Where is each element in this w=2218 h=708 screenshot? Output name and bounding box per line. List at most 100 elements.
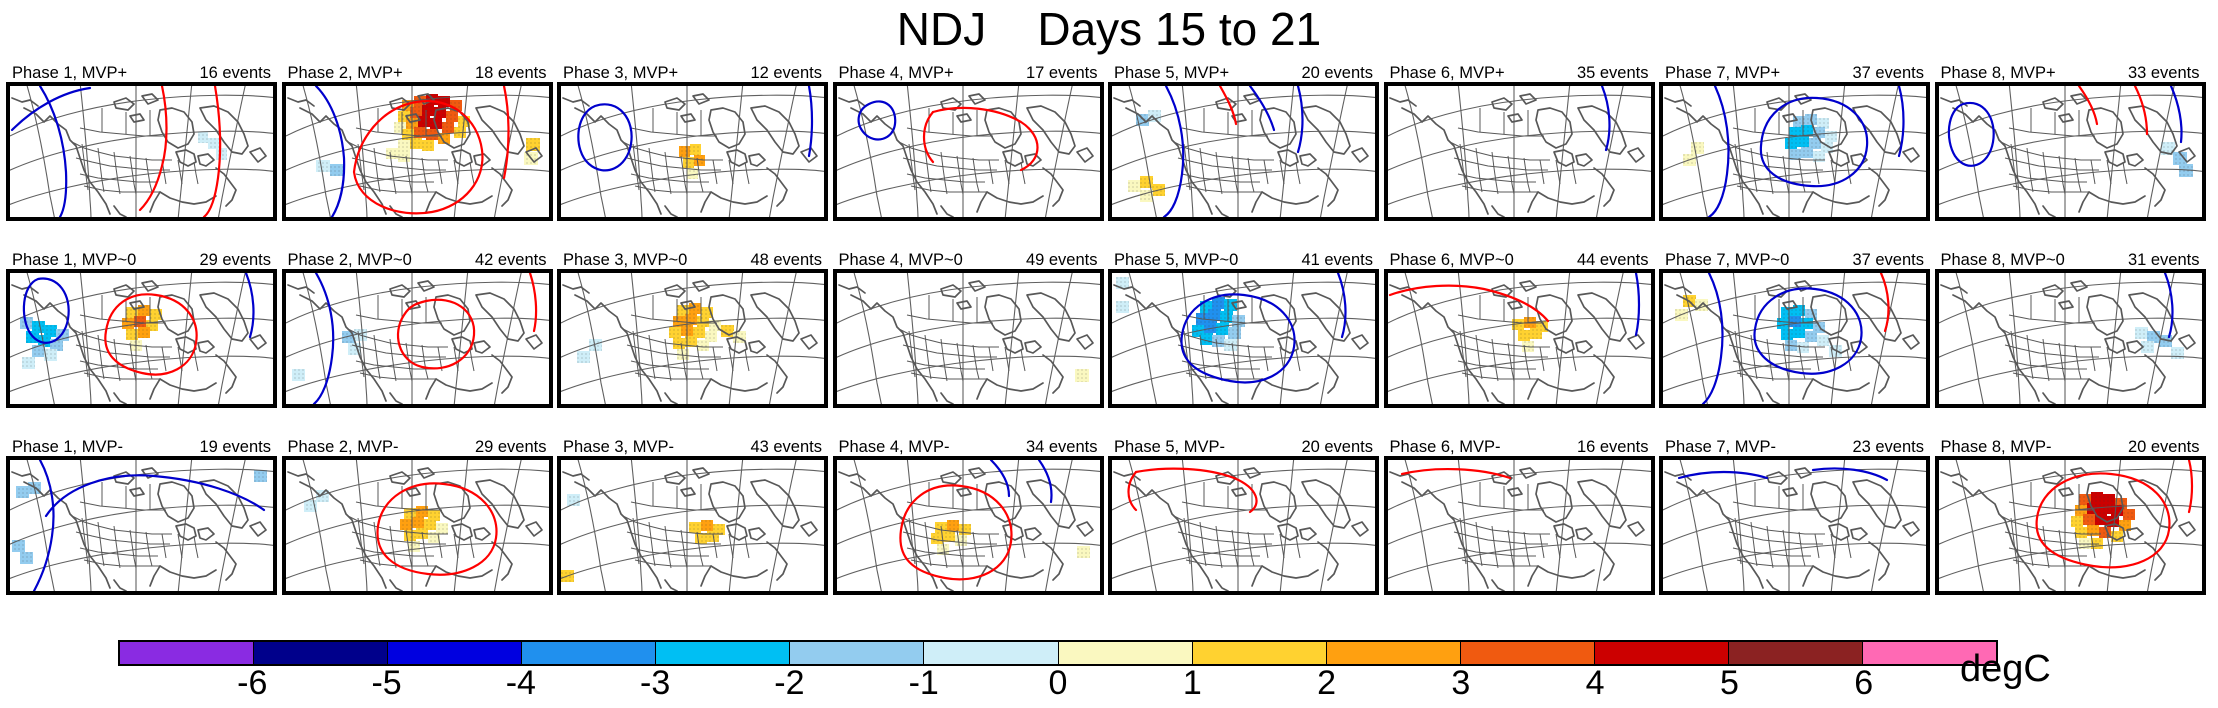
panel-event-count: 12 events — [750, 64, 822, 82]
panel-phase-label: Phase 2, MVP~0 — [287, 251, 412, 269]
map-box — [1659, 82, 1930, 221]
contour-layer — [375, 482, 498, 576]
contour-layer — [577, 86, 814, 172]
state-boundary-layer — [2000, 108, 2127, 195]
map-canvas — [1663, 273, 1926, 404]
colorbar-segment — [120, 642, 255, 664]
contour-layer — [312, 273, 537, 404]
map-panel: Phase 4, MVP- 34 events — [832, 436, 1104, 595]
coastline-layer — [1388, 93, 1645, 217]
panel-phase-label: Phase 5, MVP- — [1114, 438, 1225, 456]
map-box — [6, 82, 277, 221]
panel-event-count: 44 events — [1576, 251, 1649, 269]
anomaly-fill-layer — [20, 305, 162, 369]
coastline-layer — [1664, 280, 1920, 404]
map-box — [1934, 456, 2206, 595]
panel-header: Phase 4, MVP~0 49 events — [833, 249, 1100, 269]
state-boundary-layer — [347, 482, 474, 569]
map-box — [832, 269, 1104, 408]
map-panel: Phase 5, MVP+ 20 events — [1108, 62, 1379, 221]
panel-event-count: 42 events — [474, 251, 547, 269]
panel-phase-label: Phase 7, MVP- — [1665, 438, 1776, 456]
panel-header: Phase 3, MVP~0 48 events — [557, 249, 824, 269]
coastline-layer — [1939, 280, 2196, 404]
colorbar-tick: -6 — [237, 664, 268, 702]
panel-phase-label: Phase 4, MVP- — [838, 438, 950, 456]
panel-header: Phase 3, MVP- 43 events — [557, 436, 824, 456]
colorbar-segment — [1460, 642, 1595, 664]
map-box — [1108, 269, 1379, 408]
panel-header: Phase 1, MVP+ 16 events — [6, 62, 273, 82]
panel-header: Phase 7, MVP- 23 events — [1659, 436, 1926, 456]
coastline-layer — [1939, 93, 2196, 217]
state-boundary-layer — [1173, 108, 1301, 195]
contour-layer — [1400, 468, 1511, 480]
colorbar-tick: 3 — [1451, 664, 1471, 702]
figure-title: NDJ Days 15 to 21 — [896, 3, 1322, 55]
map-canvas — [836, 460, 1100, 591]
coastline-layer — [1388, 467, 1645, 591]
coastline-layer — [1388, 280, 1645, 404]
panel-event-count: 20 events — [1301, 438, 1373, 456]
panel-phase-label: Phase 3, MVP~0 — [563, 251, 688, 269]
contour-layer — [1388, 273, 1640, 337]
colorbar-segment — [388, 642, 523, 664]
colorbar-tick-labels: -6 -5 -4 -3 -2 -1 0 1 2 3 4 5 6 — [118, 666, 1998, 700]
panel-event-count: 34 events — [1025, 438, 1098, 456]
colorbar-segment — [790, 642, 925, 664]
panel-header: Phase 5, MVP- 20 events — [1108, 436, 1375, 456]
colorbar-segment — [656, 642, 791, 664]
state-boundary-layer — [622, 108, 750, 195]
map-panel: Phase 6, MVP+ 35 events — [1383, 62, 1655, 221]
map-box — [6, 269, 277, 408]
colorbar-container: -6 -5 -4 -3 -2 -1 0 1 2 3 4 5 6 — [118, 640, 2018, 702]
colorbar-tick: -4 — [505, 664, 536, 702]
map-canvas — [836, 86, 1100, 217]
colorbar-tick: 4 — [1585, 664, 1605, 702]
map-canvas — [1112, 460, 1375, 591]
map-canvas — [561, 86, 824, 217]
panel-header: Phase 8, MVP- 20 events — [1935, 436, 2202, 456]
map-panel: Phase 6, MVP~0 44 events — [1383, 249, 1655, 408]
map-box — [1383, 269, 1655, 408]
panel-event-count: 20 events — [2127, 438, 2200, 456]
map-panel: Phase 7, MVP- 23 events — [1659, 436, 1930, 595]
coastline-layer — [837, 280, 1094, 404]
coastline-layer — [286, 467, 543, 591]
panel-phase-label: Phase 7, MVP~0 — [1665, 251, 1790, 269]
coastline-layer — [1664, 93, 1920, 217]
coastline-layer — [11, 467, 267, 591]
coastline-layer — [1113, 467, 1369, 591]
colorbar-tick: -3 — [640, 664, 671, 702]
panel-phase-label: Phase 1, MVP~0 — [12, 251, 137, 269]
panel-event-count: 29 events — [199, 251, 271, 269]
map-panel: Phase 7, MVP+ 37 events — [1659, 62, 1930, 221]
panel-phase-label: Phase 2, MVP+ — [287, 64, 403, 82]
coastline-layer — [1113, 93, 1369, 217]
map-canvas — [10, 273, 273, 404]
map-canvas — [1387, 86, 1651, 217]
panel-phase-label: Phase 6, MVP+ — [1389, 64, 1505, 82]
map-canvas — [1938, 460, 2202, 591]
colorbar-segment — [522, 642, 657, 664]
panel-event-count: 49 events — [1025, 251, 1098, 269]
map-box — [281, 82, 553, 221]
coastline-layer — [11, 93, 267, 217]
panel-grid: Phase 1, MVP+ 16 events Phase 2, MVP+ 18 ev… — [6, 62, 2212, 622]
panel-phase-label: Phase 8, MVP~0 — [1940, 251, 2065, 269]
state-boundary-layer — [2000, 482, 2127, 569]
graticule-layer — [836, 273, 1100, 404]
panel-header: Phase 7, MVP+ 37 events — [1659, 62, 1926, 82]
map-box — [1659, 456, 1930, 595]
state-boundary-layer — [1449, 108, 1576, 195]
contour-layer — [1677, 467, 1889, 482]
map-canvas — [1387, 273, 1651, 404]
panel-header: Phase 5, MVP~0 41 events — [1108, 249, 1375, 269]
map-panel: Phase 8, MVP~0 31 events — [1934, 249, 2206, 408]
colorbar-tick: 0 — [1048, 664, 1068, 702]
colorbar — [118, 640, 1998, 666]
panel-event-count: 23 events — [1852, 438, 1924, 456]
map-box — [1383, 456, 1655, 595]
map-canvas — [836, 273, 1100, 404]
colorbar-segment — [1863, 642, 1997, 664]
